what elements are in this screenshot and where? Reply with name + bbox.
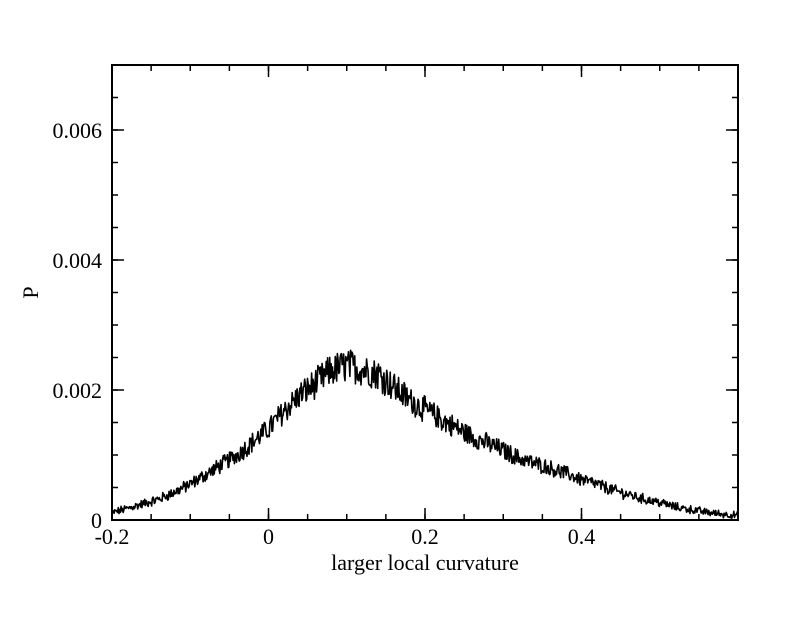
y-tick-label: 0.004 <box>53 248 103 273</box>
x-tick-label: 0.4 <box>568 524 596 549</box>
y-tick-label: 0.002 <box>53 378 103 403</box>
y-tick-label: 0.006 <box>53 118 103 143</box>
x-tick-label: 0 <box>263 524 274 549</box>
x-tick-label: 0.2 <box>411 524 439 549</box>
y-tick-label: 0 <box>91 508 102 533</box>
tick-marks <box>111 64 739 521</box>
x-axis-label: larger local curvature <box>331 550 519 575</box>
x-tick-label: -0.2 <box>95 524 130 549</box>
series-layer <box>111 349 739 520</box>
plot-frame <box>111 64 739 521</box>
series-line <box>111 349 739 520</box>
y-axis-label: P <box>18 286 43 298</box>
